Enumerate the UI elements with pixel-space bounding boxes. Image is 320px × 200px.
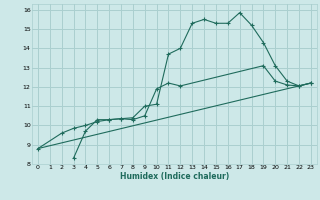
- X-axis label: Humidex (Indice chaleur): Humidex (Indice chaleur): [120, 172, 229, 181]
